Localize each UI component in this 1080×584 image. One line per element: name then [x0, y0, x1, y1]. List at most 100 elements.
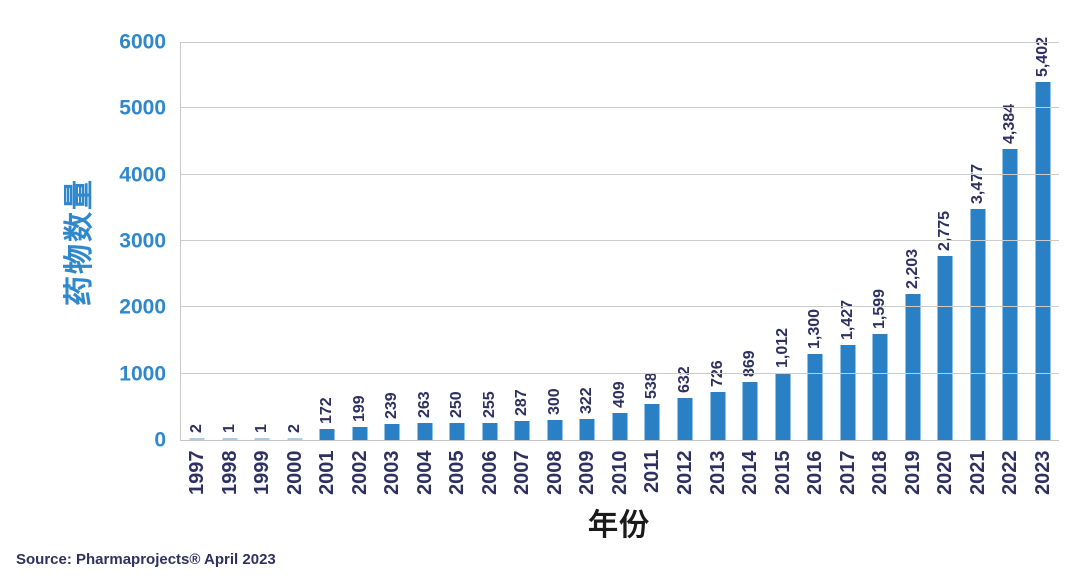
y-tick-label: 6000: [119, 30, 166, 54]
x-tick-label: 2008: [543, 450, 566, 496]
bar-value-label: 322: [578, 386, 596, 414]
x-tick-label: 2014: [739, 450, 762, 496]
bar: [872, 333, 888, 440]
x-tick-label: 2009: [576, 450, 599, 496]
x-tick-label: 2023: [1031, 450, 1054, 496]
bar-value-label: 2: [285, 423, 303, 433]
bar-slot: 1,300 2016: [799, 42, 832, 495]
bar: [254, 437, 270, 440]
bar: [612, 412, 628, 440]
bar-slot: 287 2007: [506, 42, 539, 495]
x-tick-label: 2011: [641, 449, 664, 493]
bar-slot: 250 2005: [441, 42, 474, 495]
x-tick-label: 2021: [966, 450, 989, 496]
y-tick-label: 4000: [119, 163, 166, 187]
bar-slot: 1,012 2015: [766, 42, 799, 495]
bar-slot: 869 2014: [734, 42, 767, 495]
x-tick-label: 1997: [186, 450, 209, 496]
y-tick-label: 5000: [119, 96, 166, 120]
x-tick-label: 2007: [511, 450, 534, 496]
x-tick-label: 2010: [608, 450, 631, 496]
bar-value-label: 1: [253, 423, 271, 433]
bar: [547, 420, 563, 440]
x-tick-label: 2019: [901, 450, 924, 496]
x-tick-label: 2015: [771, 450, 794, 496]
bar-slot: 538 2011: [636, 42, 669, 493]
source-note: Source: Pharmaprojects® April 2023: [16, 551, 276, 568]
x-tick-label: 2013: [706, 450, 729, 496]
bar-value-label: 199: [350, 395, 368, 422]
bar: [384, 424, 400, 440]
bar-value-label: 538: [643, 372, 661, 400]
bar-value-label: 2,775: [936, 210, 954, 251]
bar: [482, 423, 498, 440]
y-tick-label: 1000: [119, 362, 166, 386]
bar-value-label: 239: [383, 392, 401, 420]
x-tick-label: 1998: [218, 450, 241, 496]
bar-slot: 239 2003: [376, 42, 409, 495]
y-tick-label: 3000: [119, 229, 166, 253]
bar-slot: 2 1997: [181, 42, 214, 495]
bar: [677, 398, 693, 440]
x-tick-label: 2020: [934, 450, 957, 496]
x-tick-label: 2022: [999, 450, 1022, 496]
x-tick-label: 1999: [251, 450, 274, 496]
bar-value-label: 1,599: [871, 288, 889, 329]
bar-slot: 1,599 2018: [864, 42, 897, 495]
x-tick-label: 2017: [836, 450, 859, 496]
bar-value-label: 1,300: [806, 308, 824, 349]
x-tick-label: 2016: [804, 450, 827, 496]
bar-slot: 255 2006: [474, 42, 507, 495]
bar-value-label: 409: [610, 381, 628, 408]
bar: [417, 422, 433, 440]
bar-value-label: 287: [513, 389, 531, 416]
bar: [1035, 81, 1051, 440]
bar: [937, 255, 953, 440]
x-tick-label: 2002: [348, 450, 371, 496]
bar-slot: 632 2012: [669, 42, 702, 495]
x-tick-label: 2004: [413, 450, 436, 496]
gridline: [181, 173, 1059, 175]
x-tick-label: 2012: [673, 450, 696, 496]
y-axis-ticks: 0 1000 2000 3000 4000 5000 6000: [0, 32, 180, 451]
bar-slot: 409 2010: [604, 42, 637, 495]
bar: [319, 428, 335, 440]
bar: [970, 209, 986, 440]
bar: [742, 382, 758, 440]
x-tick-label: 2006: [478, 450, 501, 496]
x-tick-label: 2018: [869, 450, 892, 496]
bar: [579, 418, 595, 440]
bar: [710, 391, 725, 440]
bar-slot: 263 2004: [409, 42, 442, 495]
bar-slot: 1,427 2017: [831, 42, 864, 495]
x-tick-label: 2001: [316, 450, 339, 496]
bar-slot: 2 2000: [279, 42, 312, 495]
bar: [905, 293, 921, 440]
bar-slot: 2,775 2020: [929, 42, 962, 495]
bar-slot: 322 2009: [571, 42, 604, 495]
bar-slot: 300 2008: [539, 42, 572, 495]
gridline: [181, 306, 1059, 308]
bar-value-label: 1,012: [773, 327, 791, 368]
bar: [840, 345, 856, 440]
bar-value-label: 2: [188, 423, 206, 433]
bar-value-label: 632: [675, 366, 693, 394]
x-axis-title: 年份: [588, 509, 650, 542]
bar-slot: 3,477 2021: [961, 42, 994, 495]
bar: [775, 372, 791, 440]
gridline: [181, 107, 1059, 109]
bar: [644, 404, 660, 440]
bar: [189, 437, 205, 440]
gridline: [181, 372, 1059, 374]
bar-slot: 1 1998: [214, 42, 247, 495]
bar-slot: 5,402 2023: [1026, 37, 1059, 495]
bar-value-label: 3,477: [968, 164, 986, 205]
bar-slot: 2,203 2019: [896, 42, 929, 495]
bar-slot: 1 1999: [246, 42, 279, 495]
y-tick-label: 2000: [119, 295, 166, 319]
bar-value-label: 250: [448, 391, 466, 419]
bar-value-label: 255: [480, 391, 498, 419]
y-tick-label: 0: [154, 428, 166, 452]
bars-row: 2 1997 1 1998 1 1999 2 2000 172 2001 199 2002 239 200…: [181, 37, 1059, 495]
